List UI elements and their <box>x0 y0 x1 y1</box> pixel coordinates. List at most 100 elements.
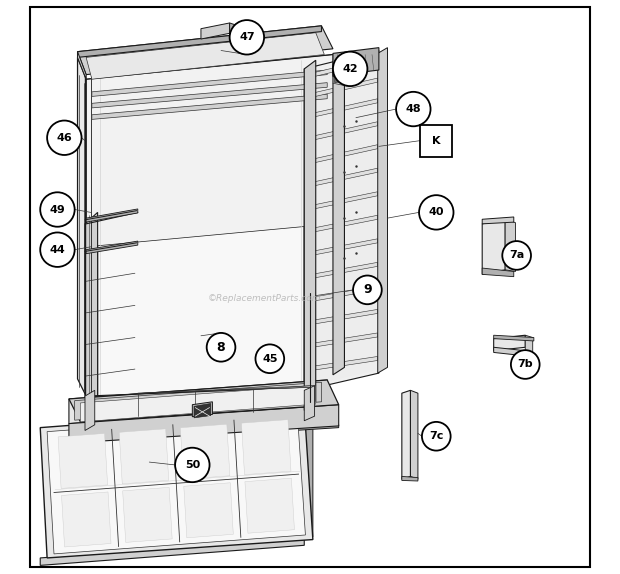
Circle shape <box>175 448 210 482</box>
Polygon shape <box>229 23 238 36</box>
Polygon shape <box>402 390 410 479</box>
Text: 44: 44 <box>50 245 65 255</box>
Polygon shape <box>333 53 345 375</box>
Polygon shape <box>306 356 378 371</box>
Circle shape <box>419 195 453 230</box>
Polygon shape <box>201 23 229 39</box>
Polygon shape <box>494 347 525 356</box>
Text: 47: 47 <box>239 32 255 42</box>
Text: 50: 50 <box>185 460 200 470</box>
Polygon shape <box>494 335 525 351</box>
Polygon shape <box>123 487 172 542</box>
Polygon shape <box>78 26 322 57</box>
Circle shape <box>206 333 236 362</box>
Polygon shape <box>180 424 230 479</box>
Polygon shape <box>482 268 514 277</box>
Polygon shape <box>245 478 294 533</box>
Polygon shape <box>78 26 333 75</box>
Circle shape <box>396 92 430 126</box>
Polygon shape <box>69 405 339 443</box>
Polygon shape <box>81 385 316 422</box>
Circle shape <box>502 241 531 270</box>
Polygon shape <box>304 60 316 410</box>
Polygon shape <box>86 55 333 247</box>
Polygon shape <box>378 48 388 373</box>
Polygon shape <box>69 425 339 445</box>
Text: 9: 9 <box>363 284 372 296</box>
Polygon shape <box>69 380 339 422</box>
Polygon shape <box>241 420 291 475</box>
Polygon shape <box>69 380 327 424</box>
Polygon shape <box>335 76 342 83</box>
Polygon shape <box>194 404 211 418</box>
Circle shape <box>333 52 368 86</box>
Polygon shape <box>482 219 505 274</box>
Circle shape <box>40 192 74 227</box>
Polygon shape <box>61 492 111 547</box>
Polygon shape <box>192 402 213 417</box>
Text: 45: 45 <box>262 354 278 364</box>
Text: 7c: 7c <box>429 431 443 441</box>
Circle shape <box>47 121 82 155</box>
Text: 7b: 7b <box>518 359 533 370</box>
Polygon shape <box>306 239 378 257</box>
Polygon shape <box>40 538 304 565</box>
Polygon shape <box>85 390 95 430</box>
Polygon shape <box>306 57 376 387</box>
Polygon shape <box>306 122 378 142</box>
Polygon shape <box>304 408 313 538</box>
Text: 7a: 7a <box>509 250 525 261</box>
Polygon shape <box>78 57 86 396</box>
Polygon shape <box>306 78 378 99</box>
Polygon shape <box>58 433 108 488</box>
Polygon shape <box>402 476 418 481</box>
Circle shape <box>422 422 451 451</box>
Polygon shape <box>482 217 514 224</box>
Polygon shape <box>306 262 378 280</box>
Text: 8: 8 <box>217 341 225 354</box>
Polygon shape <box>505 219 515 272</box>
Polygon shape <box>92 70 327 96</box>
Polygon shape <box>306 309 378 325</box>
Text: ©ReplacementParts.com: ©ReplacementParts.com <box>207 294 321 303</box>
Polygon shape <box>306 145 378 165</box>
Polygon shape <box>410 390 418 479</box>
Text: 42: 42 <box>342 64 358 74</box>
Circle shape <box>511 350 539 379</box>
Text: K: K <box>432 135 441 146</box>
Polygon shape <box>47 413 306 554</box>
Polygon shape <box>525 335 533 355</box>
Polygon shape <box>306 192 378 211</box>
Text: 40: 40 <box>428 207 444 218</box>
Polygon shape <box>304 386 314 421</box>
Circle shape <box>229 20 264 55</box>
Circle shape <box>255 344 284 373</box>
Polygon shape <box>333 48 379 76</box>
Circle shape <box>40 232 74 267</box>
Polygon shape <box>119 429 169 484</box>
Polygon shape <box>86 33 324 79</box>
Text: 49: 49 <box>50 204 65 215</box>
Polygon shape <box>74 382 322 420</box>
Polygon shape <box>494 335 534 341</box>
Polygon shape <box>86 209 138 222</box>
Polygon shape <box>85 212 97 402</box>
Polygon shape <box>86 241 138 254</box>
Polygon shape <box>306 168 378 188</box>
Polygon shape <box>40 408 313 558</box>
FancyBboxPatch shape <box>420 125 453 157</box>
Polygon shape <box>304 51 379 390</box>
Polygon shape <box>333 68 345 77</box>
Polygon shape <box>92 94 327 119</box>
Polygon shape <box>184 483 233 538</box>
Polygon shape <box>97 57 304 408</box>
Polygon shape <box>92 83 327 108</box>
Text: 46: 46 <box>56 133 72 143</box>
Polygon shape <box>78 52 86 79</box>
Circle shape <box>353 276 382 304</box>
Polygon shape <box>306 333 378 348</box>
Text: 48: 48 <box>405 104 421 114</box>
Polygon shape <box>306 99 378 119</box>
Polygon shape <box>306 215 378 234</box>
Polygon shape <box>306 286 378 302</box>
